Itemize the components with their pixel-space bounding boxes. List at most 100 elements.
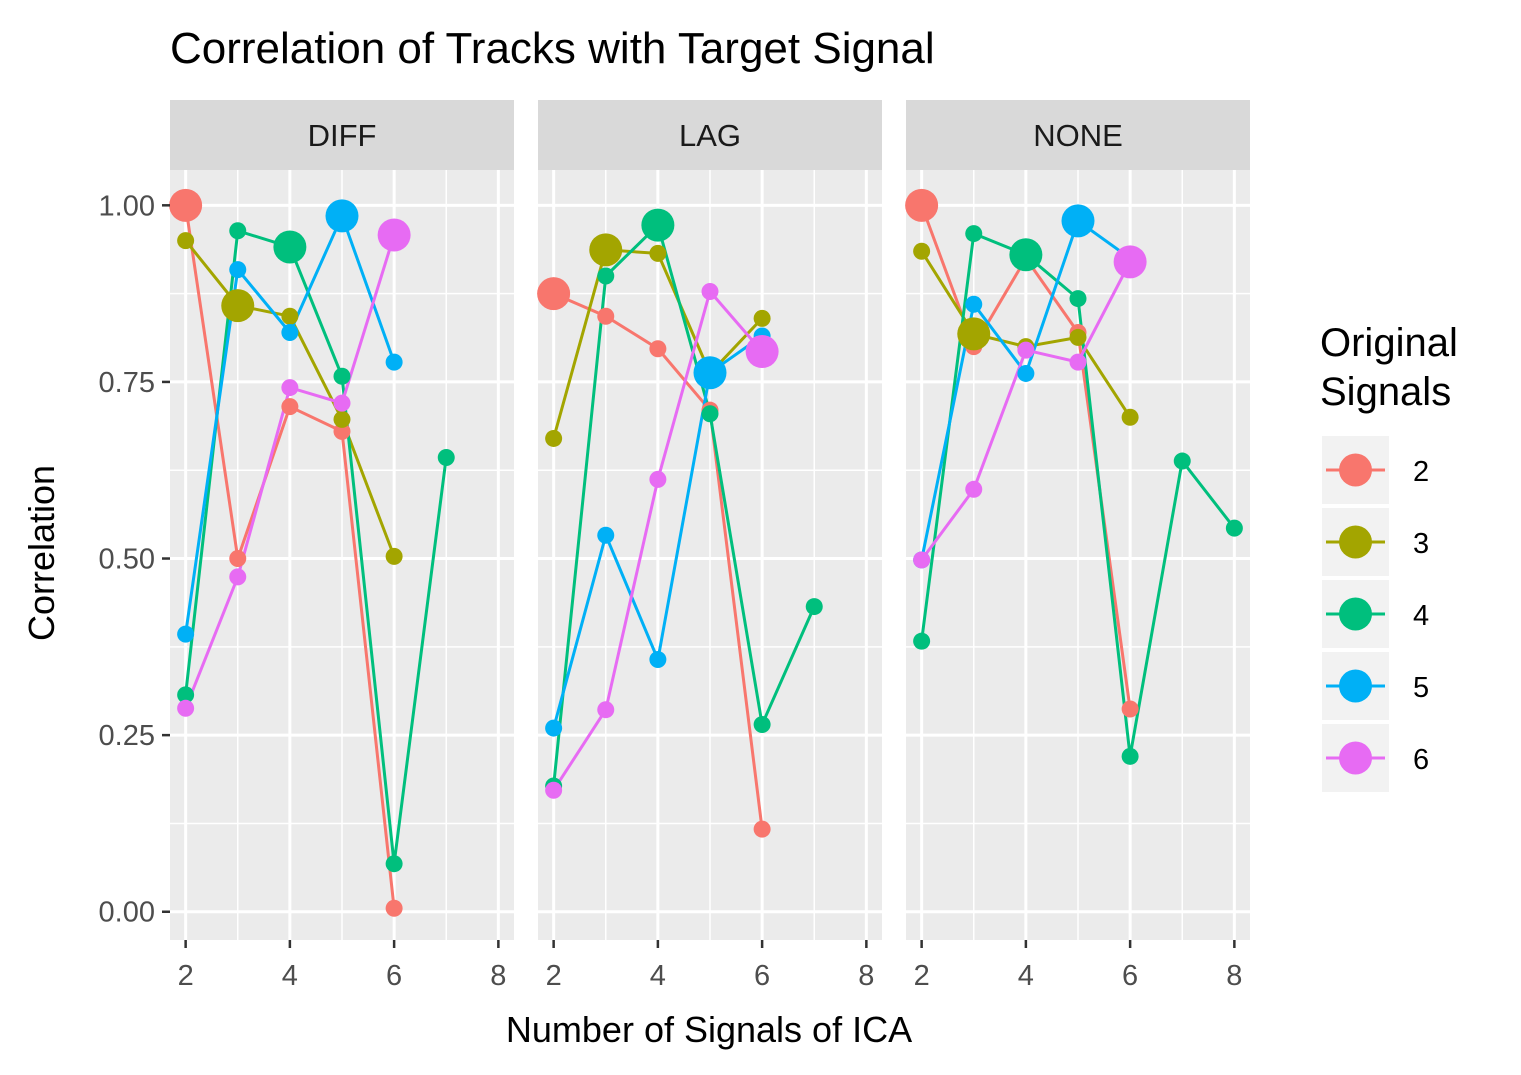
x-tick-label: 4 [282, 960, 298, 992]
data-point-4 [1173, 452, 1191, 470]
y-tick-label: 0.50 [99, 544, 155, 576]
data-point-6 [649, 470, 667, 488]
x-axis-label: Number of Signals of ICA [506, 1009, 912, 1050]
legend-label: 6 [1413, 744, 1429, 776]
data-point-3 [1121, 408, 1139, 426]
data-point-3 [545, 429, 563, 447]
chart-title: Correlation of Tracks with Target Signal [170, 24, 935, 73]
legend-key-point [1339, 597, 1372, 631]
data-point-6 [545, 781, 563, 799]
data-point-3 [913, 242, 931, 260]
x-tick-label: 6 [386, 960, 402, 992]
data-point-3 [385, 547, 403, 565]
data-point-6 [177, 699, 195, 717]
facet-strip-label: LAG [679, 118, 741, 153]
data-point-5 [1061, 204, 1095, 238]
data-point-4 [1009, 238, 1043, 272]
data-point-3 [753, 309, 771, 327]
data-point-4 [1225, 519, 1243, 537]
legend-key-point [1339, 525, 1372, 559]
x-tick-label: 4 [650, 960, 666, 992]
x-tick-label: 6 [1122, 960, 1138, 992]
data-point-4 [1069, 290, 1087, 308]
data-point-4 [1121, 747, 1139, 765]
data-point-5 [229, 261, 247, 279]
y-tick-label: 0.75 [99, 367, 155, 399]
series-line-4 [552, 222, 816, 787]
data-point-3 [649, 244, 667, 262]
data-point-2 [333, 422, 351, 440]
data-point-4 [333, 367, 351, 385]
data-point-2 [753, 820, 771, 838]
data-point-5 [385, 353, 403, 371]
x-tick-label: 2 [178, 960, 194, 992]
data-point-5 [693, 356, 727, 390]
data-point-6 [1069, 353, 1087, 371]
legend-label: 2 [1413, 456, 1429, 488]
data-point-4 [385, 855, 403, 873]
facet-strip-label: DIFF [308, 118, 377, 153]
data-point-6 [701, 283, 719, 301]
data-point-2 [385, 899, 403, 917]
data-point-3 [957, 317, 991, 351]
legend-key-point [1339, 669, 1372, 703]
facet-strip [170, 100, 514, 170]
data-point-6 [377, 218, 411, 252]
data-point-4 [753, 716, 771, 734]
data-point-3 [1069, 328, 1087, 346]
data-point-4 [229, 222, 247, 240]
data-point-5 [649, 651, 667, 669]
y-tick-label: 0.25 [99, 720, 155, 752]
data-point-6 [1113, 245, 1147, 279]
data-point-2 [649, 340, 667, 358]
data-point-3 [589, 233, 623, 267]
data-point-2 [169, 188, 203, 222]
y-tick-label: 0.00 [99, 897, 155, 929]
x-axes: 2 4 6 8 2 4 6 8 2 4 6 8 [178, 940, 1242, 992]
data-point-5 [177, 625, 195, 643]
x-tick-label: 2 [546, 960, 562, 992]
data-point-6 [333, 394, 351, 412]
facet-strip [538, 100, 882, 170]
data-point-5 [325, 199, 359, 233]
y-axis: 0.00 0.25 0.50 0.75 1.00 [99, 190, 170, 929]
data-point-2 [537, 277, 571, 311]
y-axis-label: Correlation [21, 465, 62, 641]
data-point-4 [701, 405, 719, 423]
x-tick-label: 8 [1226, 960, 1242, 992]
data-point-5 [545, 719, 563, 737]
legend-key-point [1339, 453, 1372, 487]
x-tick-label: 6 [754, 960, 770, 992]
legend-item-3: 3 [1322, 508, 1429, 576]
data-point-5 [281, 323, 299, 341]
data-point-6 [1017, 341, 1035, 359]
y-tick-label: 1.00 [99, 190, 155, 222]
data-point-3 [281, 307, 299, 325]
data-point-4 [437, 449, 455, 467]
legend-key-point [1339, 741, 1372, 775]
data-point-6 [965, 480, 983, 498]
data-point-6 [913, 551, 931, 569]
x-tick-label: 8 [490, 960, 506, 992]
legend-item-5: 5 [1322, 652, 1429, 720]
legend-label: 5 [1413, 672, 1429, 704]
x-tick-label: 4 [1018, 960, 1034, 992]
x-tick-label: 2 [914, 960, 930, 992]
data-point-3 [221, 289, 255, 323]
data-point-6 [745, 335, 779, 369]
x-tick-label: 8 [858, 960, 874, 992]
facet-none: NONE [905, 100, 1250, 940]
facet-panels: DIFF LAG NONE [169, 100, 1250, 940]
data-point-4 [965, 225, 983, 243]
data-point-6 [229, 568, 247, 586]
data-point-6 [597, 701, 615, 719]
legend-title: Original [1320, 321, 1458, 365]
data-point-2 [597, 307, 615, 325]
facet-strip [906, 100, 1250, 170]
legend-title: Signals [1320, 370, 1451, 414]
data-point-4 [177, 686, 195, 704]
data-point-5 [597, 526, 615, 544]
facet-diff: DIFF [169, 100, 514, 940]
legend-label: 4 [1413, 600, 1429, 632]
